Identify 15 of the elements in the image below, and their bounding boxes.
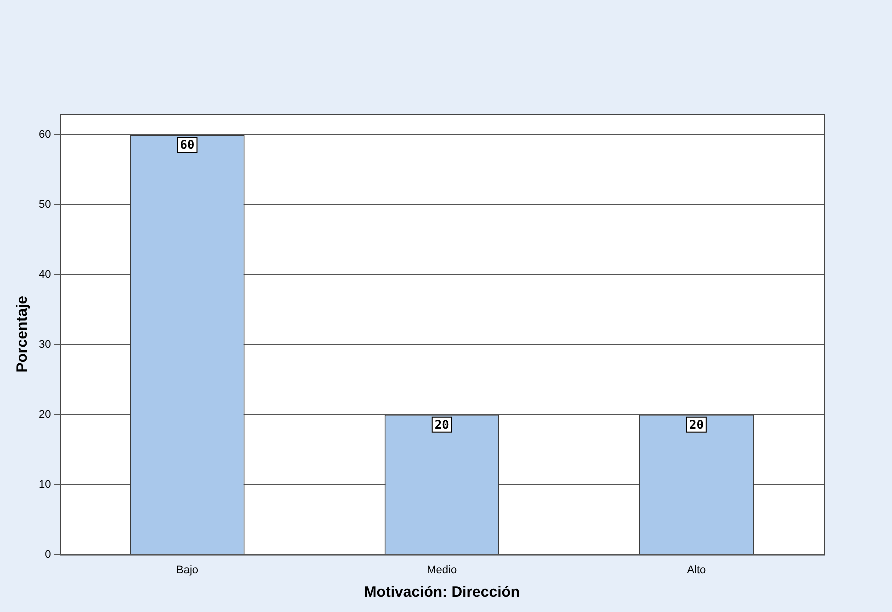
x-tick-label: Medio	[427, 564, 458, 576]
y-tick-label: 60	[38, 129, 52, 142]
y-tick-label: 40	[38, 268, 52, 281]
y-tick-label: 0	[45, 548, 52, 561]
y-axis-title: Porcentaje	[14, 296, 32, 373]
data-label: 20	[434, 418, 450, 432]
data-label: 20	[689, 418, 704, 432]
x-axis-title: Motivación: Dirección	[364, 584, 520, 602]
y-tick-label: 30	[38, 338, 52, 351]
data-label: 60	[180, 138, 195, 152]
x-tick-label: Bajo	[176, 564, 199, 576]
y-tick-label: 50	[38, 198, 52, 211]
x-tick-label: Alto	[687, 564, 706, 576]
y-tick-label: 10	[38, 478, 52, 491]
y-tick-label: 20	[38, 408, 52, 421]
